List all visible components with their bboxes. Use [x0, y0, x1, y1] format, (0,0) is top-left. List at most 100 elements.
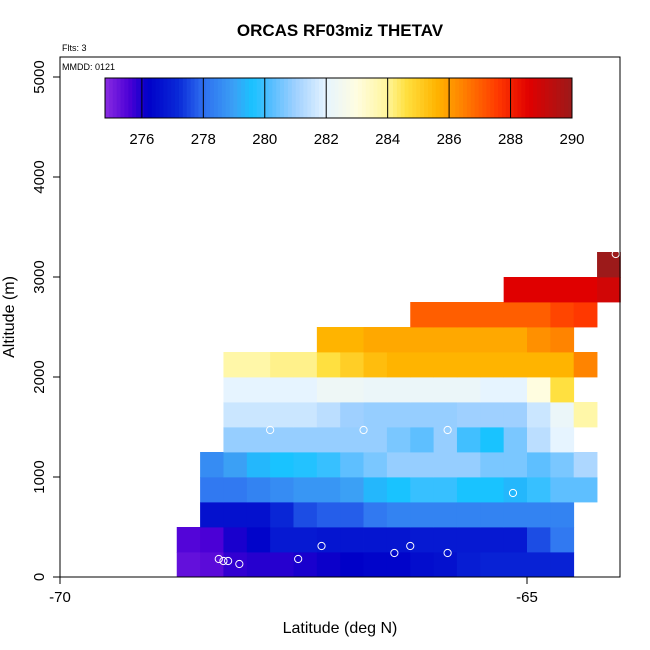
colorbar-segment — [124, 78, 129, 118]
heatmap-cell — [270, 402, 294, 428]
chart-title: ORCAS RF03miz THETAV — [237, 21, 444, 40]
colorbar-segment — [540, 78, 546, 118]
heatmap-cell — [246, 352, 271, 378]
heatmap-cell — [527, 302, 551, 328]
heatmap-cell — [410, 527, 434, 553]
colorbar-segment — [369, 78, 375, 118]
colorbar-segment — [466, 78, 472, 118]
colorbar-segment — [225, 78, 231, 118]
heatmap-cell — [527, 452, 551, 478]
heatmap-cell — [246, 427, 271, 453]
heatmap-cell — [573, 352, 598, 378]
data-point — [179, 425, 188, 435]
colorbar-segment — [202, 78, 207, 118]
colorbar-segment — [536, 78, 542, 118]
heatmap-cell — [316, 327, 341, 353]
heatmap-cell — [527, 502, 551, 528]
heatmap-cell — [270, 427, 294, 453]
colorbar-segment — [482, 78, 487, 118]
heatmap-cell — [386, 502, 411, 528]
heatmap-cell — [270, 477, 294, 503]
heatmap-cell — [386, 352, 411, 378]
colorbar-segment — [521, 78, 526, 118]
heatmap-cell — [456, 502, 481, 528]
colorbar-segment — [315, 78, 320, 118]
heatmap-cell — [597, 277, 621, 303]
y-axis-label: Altitude (m) — [1, 276, 18, 358]
heatmap-cell — [410, 352, 434, 378]
date-annotation: MMDD: 0121 — [62, 62, 115, 72]
heatmap-cell — [550, 527, 575, 553]
heatmap-cell — [270, 527, 294, 553]
data-point — [219, 556, 228, 566]
heatmap-cell — [550, 427, 575, 453]
heatmap-cell — [340, 552, 364, 578]
heatmap-cell — [386, 327, 411, 353]
heatmap-cell — [480, 377, 505, 403]
heatmap-cell — [480, 552, 505, 578]
heatmap-cell — [200, 452, 224, 478]
colorbar-segment — [171, 78, 176, 118]
heatmap-cell — [433, 502, 458, 528]
colorbar-segment — [451, 78, 456, 118]
colorbar-segment — [291, 78, 297, 118]
heatmap-cell — [363, 552, 388, 578]
heatmap-cell — [433, 552, 458, 578]
colorbar-segment — [252, 78, 258, 118]
colorbar-segment — [260, 78, 266, 118]
heatmap-cell — [246, 502, 271, 528]
colorbar-segment — [478, 78, 483, 118]
heatmap-cell — [527, 477, 551, 503]
data-point — [214, 554, 223, 564]
heatmap-cell — [527, 377, 551, 403]
heatmap-cell — [386, 427, 411, 453]
colorbar-segment — [408, 78, 413, 118]
heatmap-cell — [200, 477, 224, 503]
heatmap-cell — [550, 302, 575, 328]
heatmap-cell — [480, 352, 505, 378]
colorbar-segment — [498, 78, 503, 118]
heatmap-cell — [340, 352, 364, 378]
heatmap-cell — [503, 302, 528, 328]
colorbar-segment — [474, 78, 480, 118]
heatmap-cell — [503, 452, 528, 478]
heatmap-cell — [223, 502, 248, 528]
heatmap-cell — [456, 302, 481, 328]
colorbar-tick-label: 284 — [375, 131, 400, 148]
colorbar-segment — [396, 78, 402, 118]
heatmap-cell — [270, 552, 294, 578]
colorbar-segment — [307, 78, 312, 118]
colorbar-segment — [245, 78, 250, 118]
heatmap-cell — [573, 277, 598, 303]
heatmap-cell — [503, 477, 528, 503]
colorbar-segment — [342, 78, 347, 118]
heatmap-cell — [293, 502, 318, 528]
data-point — [294, 554, 303, 564]
x-tick-label: -70 — [49, 589, 71, 606]
colorbar-segment — [151, 78, 157, 118]
heatmap-cell — [480, 502, 505, 528]
heatmap-cell — [316, 452, 341, 478]
colorbar-tick-label: 286 — [437, 131, 462, 148]
heatmap-cell — [316, 527, 341, 553]
colorbar-segment — [198, 78, 203, 118]
heatmap-cell — [340, 402, 364, 428]
colorbar-segment — [330, 78, 336, 118]
data-point — [158, 556, 167, 566]
heatmap-cell — [433, 527, 458, 553]
colorbar-segment — [346, 78, 351, 118]
heatmap-cell — [340, 452, 364, 478]
heatmap-cell — [363, 352, 388, 378]
colorbar-segment — [400, 78, 406, 118]
heatmap-cell — [503, 552, 528, 578]
colorbar-segment — [217, 78, 223, 118]
colorbar-segment — [544, 78, 550, 118]
heatmap-cell — [527, 352, 551, 378]
colorbar-segment — [428, 78, 433, 118]
colorbar-segment — [287, 78, 293, 118]
heatmap-cell — [363, 527, 388, 553]
heatmap-cell — [386, 477, 411, 503]
heatmap-cell — [410, 327, 434, 353]
colorbar-segment — [182, 78, 188, 118]
heatmap-cell — [550, 377, 575, 403]
